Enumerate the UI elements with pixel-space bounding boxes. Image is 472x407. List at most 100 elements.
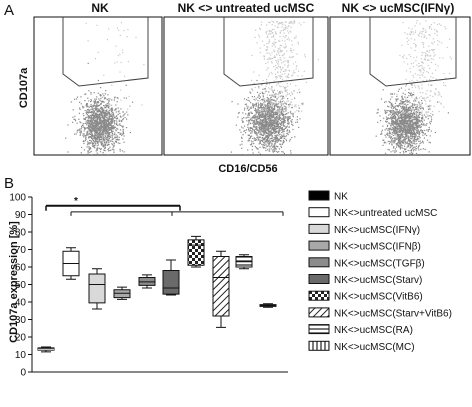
flow-dot	[88, 153, 89, 154]
flow-dot	[282, 108, 283, 109]
flow-dot	[93, 125, 94, 126]
flow-dot-gated	[280, 78, 281, 79]
flow-dot	[108, 160, 109, 161]
flow-dot	[95, 143, 96, 144]
flow-dot	[285, 118, 286, 119]
flow-dot	[104, 135, 105, 136]
flow-dot	[416, 115, 417, 116]
flow-dot	[253, 121, 254, 122]
flow-dot	[83, 107, 84, 108]
flow-dot-gated	[432, 73, 433, 74]
flow-dot	[381, 131, 382, 132]
flow-dot	[81, 152, 82, 153]
flow-dot	[257, 123, 258, 124]
flow-dot	[87, 109, 88, 110]
flow-dot	[399, 127, 400, 128]
flow-dot	[418, 129, 419, 130]
flow-dot	[276, 114, 277, 115]
flow-dot	[271, 138, 272, 139]
flow-dot	[252, 129, 253, 130]
flow-dot	[84, 100, 85, 101]
flow-dot	[392, 127, 393, 128]
flow-dot-gated	[273, 66, 274, 67]
flow-dot	[87, 132, 88, 133]
flow-dot	[123, 132, 124, 133]
flow-dot-gated	[424, 36, 425, 37]
flow-dot	[391, 108, 392, 109]
flow-dot-gated	[418, 85, 419, 86]
flow-dot-gated	[265, 86, 266, 87]
flow-dot	[400, 117, 401, 118]
flow-dot	[241, 144, 242, 145]
flow-dot	[386, 110, 387, 111]
flow-dot-gated	[296, 54, 297, 55]
flow-dot	[407, 104, 408, 105]
flow-dot	[377, 112, 378, 113]
flow-dot-gated	[285, 109, 286, 110]
flow-dot	[389, 149, 390, 150]
flow-dot	[294, 90, 295, 91]
flow-dot	[99, 134, 100, 135]
flow-dot-gated	[431, 62, 432, 63]
flow-dot	[270, 128, 271, 129]
flow-dot	[412, 108, 413, 109]
flow-dot	[254, 126, 255, 127]
flow-dot-gated	[269, 31, 270, 32]
flow-dot	[275, 117, 276, 118]
flow-dot	[273, 128, 274, 129]
flow-dot	[268, 105, 269, 106]
flow-dot	[422, 132, 423, 133]
flow-dot	[409, 143, 410, 144]
flow-dot	[402, 97, 403, 98]
flow-dot	[277, 134, 278, 135]
flow-dot	[271, 143, 272, 144]
flow-dot	[263, 134, 264, 135]
flow-dot	[405, 113, 406, 114]
flow-dot-gated	[283, 28, 284, 29]
flow-dot-gated	[420, 71, 421, 72]
flow-dot	[85, 140, 86, 141]
flow-dot	[123, 131, 124, 132]
flow-dot-gated	[280, 57, 281, 58]
flow-dot	[297, 116, 298, 117]
flow-dot-gated	[408, 28, 409, 29]
flow-dot	[89, 107, 90, 108]
flow-dot	[285, 136, 286, 137]
flow-dot	[430, 135, 431, 136]
flow-dot	[283, 124, 284, 125]
flow-dot	[274, 125, 275, 126]
flow-dot-gated	[124, 30, 125, 31]
flow-dot	[111, 123, 112, 124]
flow-dot-gated	[408, 40, 409, 41]
flow-dot	[97, 134, 98, 135]
flow-dot	[278, 106, 279, 107]
flow-dot-gated	[277, 110, 278, 111]
flow-dot-gated	[439, 23, 440, 24]
flow-dot	[263, 124, 264, 125]
flow-dot	[105, 154, 106, 155]
flow-dot	[413, 100, 414, 101]
flow-dot	[426, 129, 427, 130]
flow-dot	[406, 133, 407, 134]
flow-dot-gated	[438, 91, 439, 92]
flow-dot	[407, 160, 408, 161]
flow-dot	[399, 136, 400, 137]
flow-dot	[98, 144, 99, 145]
flow-dot-gated	[281, 62, 282, 63]
flow-dot	[263, 109, 264, 110]
flow-dot	[86, 111, 87, 112]
flow-dot	[401, 115, 402, 116]
flow-dot	[285, 106, 286, 107]
flow-dot-gated	[283, 86, 284, 87]
flow-dot	[95, 145, 96, 146]
flow-dot-gated	[294, 38, 295, 39]
flow-dot	[407, 142, 408, 143]
flow-dot-gated	[416, 45, 417, 46]
flow-dot	[260, 154, 261, 155]
flow-dot	[394, 107, 395, 108]
flow-dot-gated	[421, 112, 422, 113]
flow-dot	[273, 137, 274, 138]
flow-dot	[263, 107, 264, 108]
flow-dot-gated	[284, 64, 285, 65]
flow-dot	[400, 122, 401, 123]
